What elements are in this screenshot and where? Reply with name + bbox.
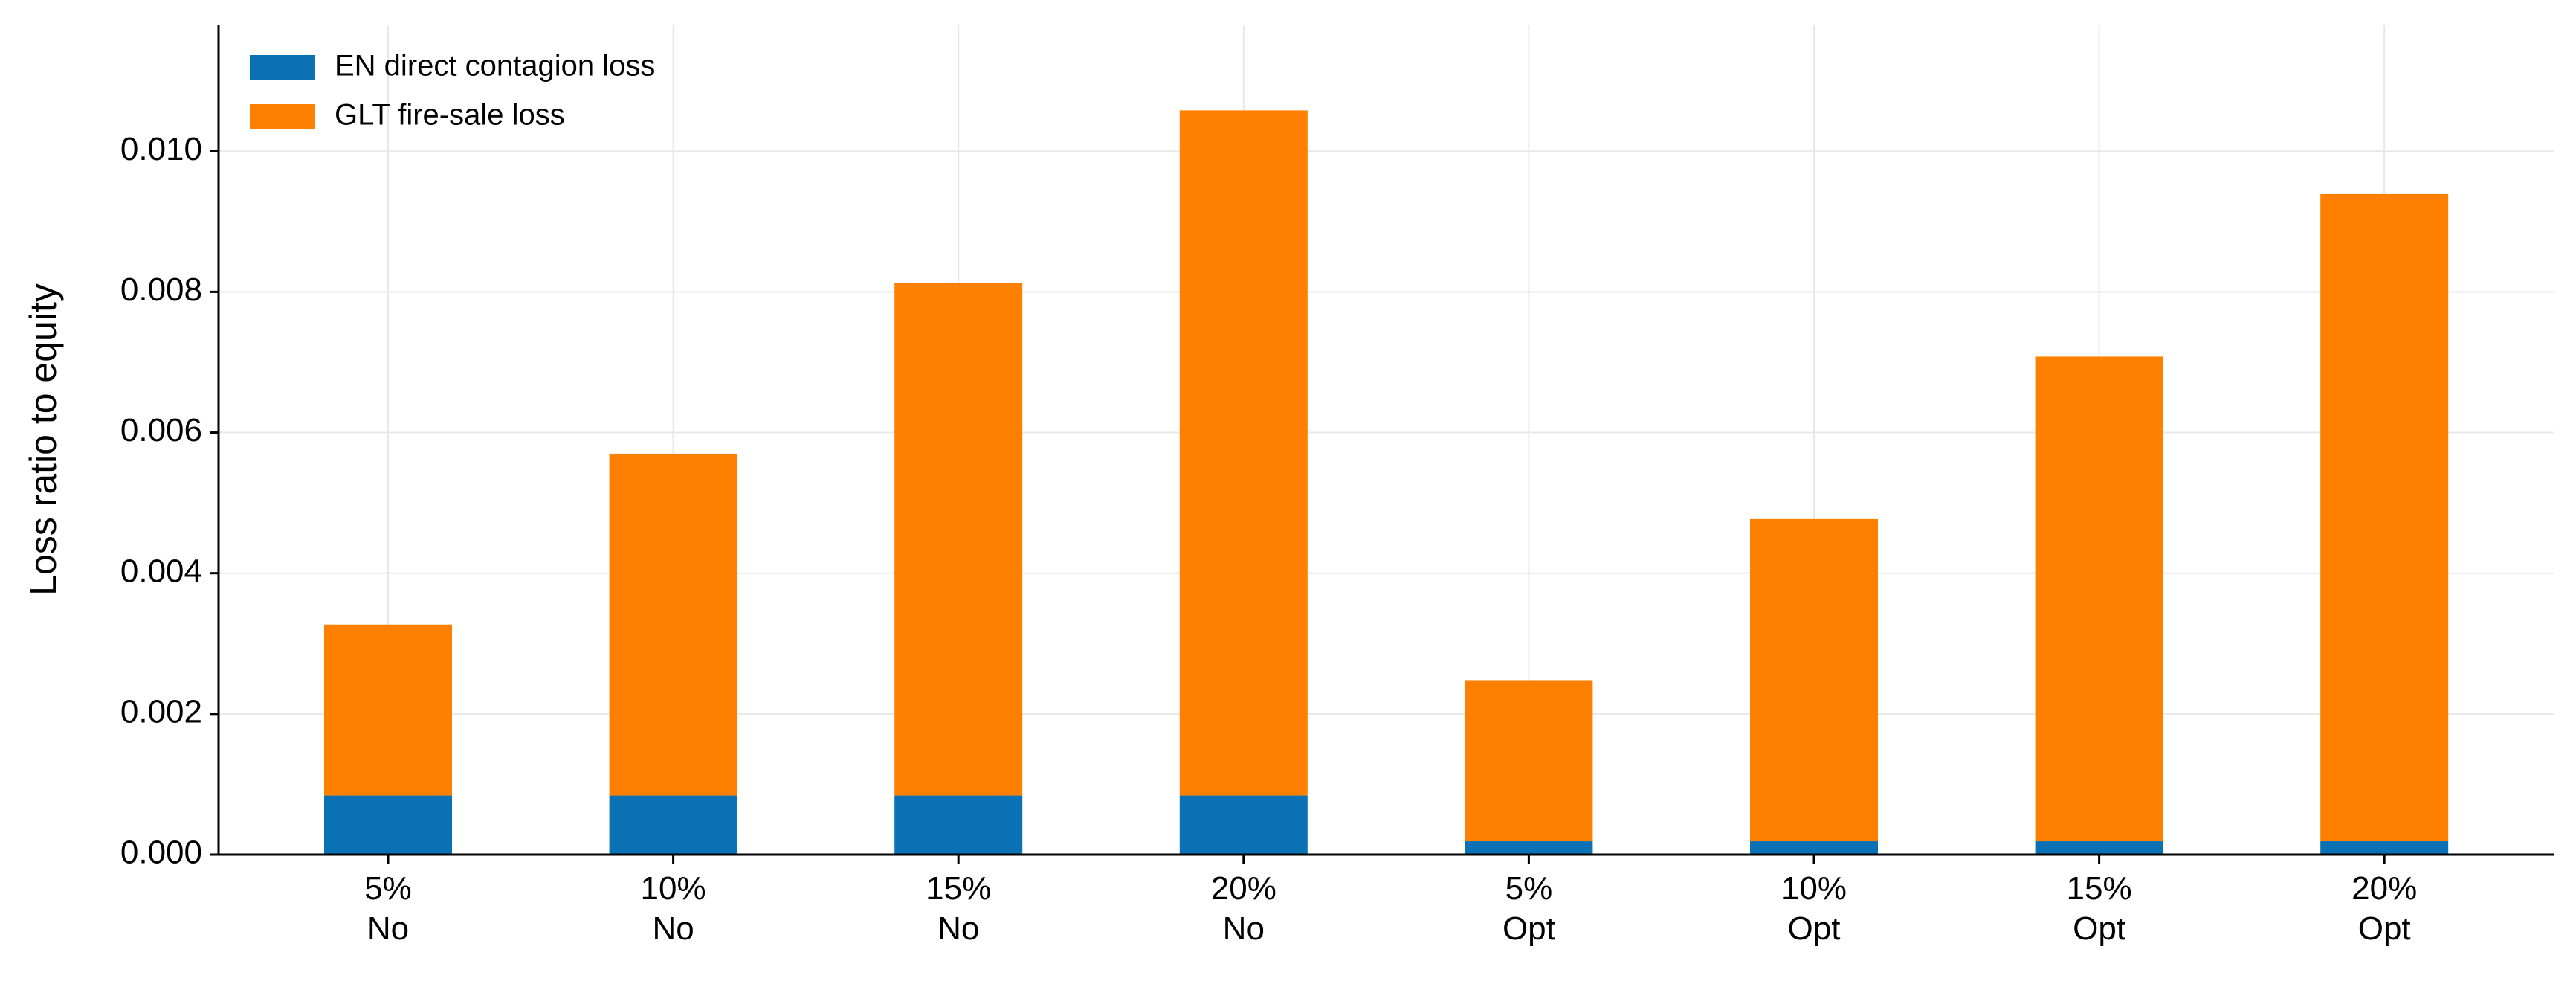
x-tick-label: 5% [364,870,412,907]
legend-swatch [250,55,315,80]
bar-segment [2320,193,2449,842]
legend-label: GLT fire-sale loss [335,99,565,132]
y-tick-label: 0.002 [120,693,202,730]
x-tick-label: 15% [926,870,991,907]
y-axis-label: Loss ratio to equity [22,283,64,596]
y-tick-label: 0.006 [120,412,202,449]
bar-segment [1465,680,1593,842]
bar-segment [2035,841,2163,855]
y-tick-label: 0.010 [120,131,202,167]
bar-segment [2320,841,2449,855]
x-tick-label: No [1223,910,1265,947]
y-tick-label: 0.004 [120,553,202,589]
y-tick-label: 0.008 [120,271,202,308]
bar-segment [324,795,452,855]
x-tick-label: 20% [2351,870,2417,907]
legend-swatch [250,104,315,129]
x-tick-label: No [937,910,979,947]
x-tick-label: 5% [1505,870,1553,907]
bar-segment [324,624,452,796]
x-tick-label: Opt [2073,910,2125,947]
y-tick-label: 0.000 [120,835,202,871]
x-tick-label: No [367,910,409,947]
bar-segment [894,795,1023,855]
bar-segment [609,453,737,796]
bar-segment [1465,841,1593,855]
bar-segment [2035,356,2163,842]
bar-segment [1750,518,1878,842]
legend-label: EN direct contagion loss [335,50,655,83]
x-tick-label: Opt [2358,910,2411,947]
x-tick-label: 10% [641,870,706,907]
bar-segment [609,795,737,855]
x-tick-label: 20% [1211,870,1276,907]
x-tick-label: No [652,910,694,947]
x-tick-label: Opt [1788,910,1841,947]
x-tick-label: Opt [1502,910,1555,947]
bar-segment [1179,110,1308,796]
x-tick-label: 15% [2067,870,2132,907]
bar-segment [1179,795,1308,855]
x-tick-label: 10% [1781,870,1847,907]
bar-segment [894,283,1023,796]
bar-segment [1750,841,1878,855]
